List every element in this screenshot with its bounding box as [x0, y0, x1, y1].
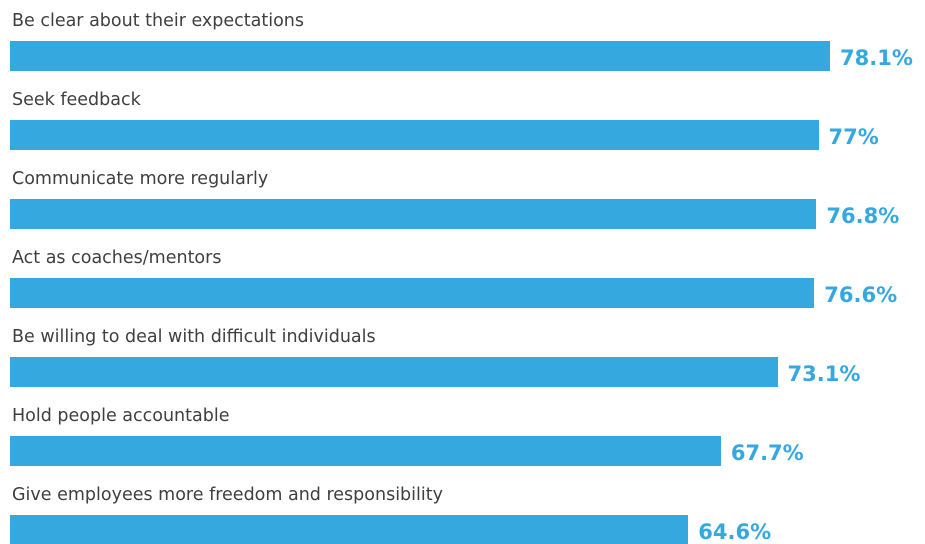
- category-label: Be clear about their expectations: [12, 11, 304, 31]
- bar: [10, 199, 817, 229]
- category-label: Seek feedback: [12, 90, 141, 110]
- category-label: Give employees more freedom and responsi…: [12, 485, 443, 505]
- data-label: 67.7%: [730, 441, 804, 465]
- bar: [10, 515, 689, 544]
- bar: [10, 41, 831, 71]
- category-label: Communicate more regularly: [12, 169, 269, 189]
- bar: [10, 436, 721, 466]
- data-label: 64.6%: [698, 520, 772, 544]
- bar: [10, 278, 815, 308]
- data-label: 78.1%: [840, 46, 913, 70]
- category-label: Be willing to deal with difficult indivi…: [12, 327, 376, 347]
- bar: [10, 357, 778, 387]
- data-label: 76.6%: [824, 283, 898, 307]
- bar: [10, 120, 819, 150]
- data-label: 73.1%: [787, 362, 861, 386]
- category-label: Hold people accountable: [12, 406, 230, 426]
- data-label: 77%: [828, 125, 879, 149]
- data-label: 76.8%: [826, 204, 900, 228]
- category-label: Act as coaches/mentors: [12, 248, 222, 268]
